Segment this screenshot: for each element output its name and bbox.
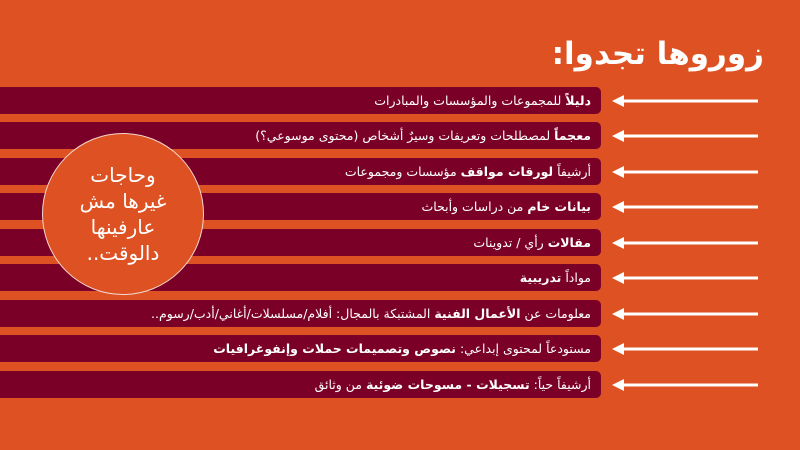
arrow-left-icon bbox=[612, 308, 758, 320]
item-text: أرشيفاً bbox=[553, 164, 591, 179]
item-bold: بيانات خام bbox=[527, 199, 591, 214]
list-item: معلومات عن الأعمال الفنية المشتبكة بالمج… bbox=[0, 300, 601, 327]
item-bold-2: نصوص وتصميمات حملات وإنفوغرافيات bbox=[213, 341, 456, 356]
item-bold-2: لورقات مواقف bbox=[460, 164, 554, 179]
item-text: مستودعاً لمحتوى إبداعي: bbox=[455, 341, 591, 356]
more-things-circle: وحاجات غيرها مش عارفينها دالوقت.. bbox=[42, 133, 204, 295]
item-bold: دليلاً bbox=[565, 93, 591, 108]
item-text: أرشيفاً حياً: bbox=[529, 377, 591, 392]
arrow-left-icon bbox=[612, 166, 758, 178]
item-text: للمجموعات والمؤسسات والمبادرات bbox=[374, 93, 566, 108]
item-text: لمصطلحات وتعريفات وسيرٌ أشخاص (محتوى موس… bbox=[255, 128, 555, 143]
item-text: مواداً bbox=[561, 270, 591, 285]
item-bold-2: تدريبية bbox=[519, 270, 562, 285]
circle-line: عارفينها bbox=[90, 215, 156, 239]
list-item: مستودعاً لمحتوى إبداعي: نصوص وتصميمات حم… bbox=[0, 335, 601, 362]
arrow-left-icon bbox=[612, 237, 758, 249]
item-text-2: المشتبكة بالمجال: أفلام/مسلسلات/أغاني/أد… bbox=[151, 306, 435, 321]
item-bold-2: تسجيلات - مسوحات ضوئية bbox=[365, 377, 530, 392]
arrow-left-icon bbox=[612, 379, 758, 391]
circle-line: وحاجات bbox=[90, 163, 156, 187]
arrow-left-icon bbox=[612, 130, 758, 142]
item-bold: معجماً bbox=[554, 128, 591, 143]
item-text-2: مؤسسات ومجموعات bbox=[344, 164, 461, 179]
item-text: رأي / تدوينات bbox=[473, 235, 548, 250]
list-item: أرشيفاً حياً: تسجيلات - مسوحات ضوئية من … bbox=[0, 371, 601, 398]
arrow-left-icon bbox=[612, 343, 758, 355]
arrow-left-icon bbox=[612, 272, 758, 284]
item-bold: مقالات bbox=[547, 235, 591, 250]
arrow-left-icon bbox=[612, 201, 758, 213]
circle-line: غيرها مش bbox=[79, 189, 167, 213]
item-bold-2: الأعمال الفنية bbox=[434, 306, 521, 321]
item-text: من دراسات وأبحاث bbox=[421, 199, 528, 214]
item-text: معلومات عن bbox=[520, 306, 591, 321]
circle-line: دالوقت.. bbox=[86, 241, 160, 265]
arrow-left-icon bbox=[612, 95, 758, 107]
list-item: دليلاً للمجموعات والمؤسسات والمبادرات bbox=[0, 87, 601, 114]
page-title: زوروها تجدوا: bbox=[551, 36, 765, 72]
item-text-2: من وثائق bbox=[314, 377, 366, 392]
